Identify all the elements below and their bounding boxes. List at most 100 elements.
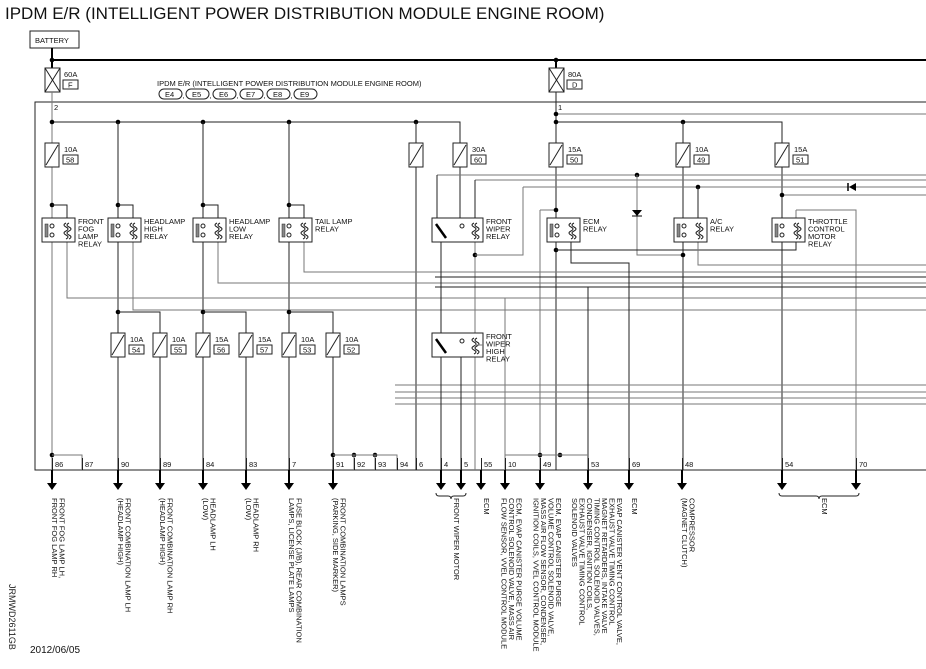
relay-coil-icon xyxy=(793,222,802,240)
relay-contact xyxy=(681,232,687,238)
fuse-rating: 60A xyxy=(64,70,77,79)
relay-contact xyxy=(681,223,687,229)
output-label-line: VOLUME CONTROL SOLENOID VALVE, xyxy=(546,498,555,636)
wire xyxy=(132,242,926,311)
relay-switch-icon xyxy=(110,223,115,238)
output-label-line: CONTROL SOLENOID VALVE, MASS AIR xyxy=(507,498,516,641)
junction-dot xyxy=(680,252,686,258)
relay-contact xyxy=(459,338,465,344)
terminal-number: 54 xyxy=(785,460,793,469)
diode-icon xyxy=(849,183,856,191)
relay-contact xyxy=(286,223,292,229)
terminal-number: 4 xyxy=(444,460,448,469)
fuse-element-icon xyxy=(239,334,253,356)
junction-dot xyxy=(779,192,785,198)
relay-contact xyxy=(779,223,785,229)
relay-coil-icon xyxy=(214,222,223,240)
fuse-id-box xyxy=(128,344,145,355)
output-label: ECM xyxy=(482,498,491,515)
fuse-id-box xyxy=(566,154,583,165)
fusible-link-icon xyxy=(548,67,565,93)
wire xyxy=(475,187,524,256)
relay-label: WIPER xyxy=(486,340,511,349)
arrow-down-icon xyxy=(456,483,466,490)
relay-coil-icon xyxy=(63,222,72,240)
terminal-number: 92 xyxy=(357,460,365,469)
terminal-number: 94 xyxy=(400,460,408,469)
relay-label: ECM xyxy=(583,217,600,226)
terminal-number: 53 xyxy=(591,460,599,469)
relay-label: HIGH xyxy=(486,347,505,356)
output-label: FRONT COMBINATION LAMPS(PARKING, SIDE MA… xyxy=(331,498,348,606)
arrow-down-icon xyxy=(47,483,57,490)
relay-label: RELAY xyxy=(808,240,832,249)
arrow-down-icon xyxy=(113,483,123,490)
fuse-rating: 10A xyxy=(172,335,185,344)
relay-label: RELAY xyxy=(486,355,510,364)
arrow-down-icon xyxy=(198,483,208,490)
output-label: ECM xyxy=(820,498,829,515)
fuse-element-icon xyxy=(111,334,125,356)
arrow-down-icon xyxy=(436,483,446,490)
output-label-line: MAGNET RETARDERS, INTAKE VALVE xyxy=(600,498,609,634)
fuse-id: 50 xyxy=(570,156,578,165)
fuse-id: 55 xyxy=(174,346,182,355)
relay-switch-icon xyxy=(434,338,448,354)
wire xyxy=(66,242,926,299)
pin-number: 1 xyxy=(558,103,562,112)
output-label-line: LAMPS, LICENSE PLATE LAMPS xyxy=(287,498,296,613)
relay-label: RELAY xyxy=(144,232,168,241)
output-label: HEADLAMP LH(LOW) xyxy=(201,498,218,551)
fuse-rating: 10A xyxy=(695,145,708,154)
fuse-id: 51 xyxy=(796,156,804,165)
relay-label: RELAY xyxy=(229,232,253,241)
date-stamp: 2012/06/05 xyxy=(30,645,81,656)
fuse-element-icon xyxy=(549,144,563,166)
output-label-line: FRONT FOG LAMP RH xyxy=(50,498,59,577)
output-label-line: ECM, EVAP CANISTER PURGE VOLUME xyxy=(515,498,524,641)
relay-switch-icon xyxy=(195,223,200,238)
connector-id: E7 xyxy=(246,90,255,99)
fuse-id: D xyxy=(572,81,578,90)
wire xyxy=(289,204,305,218)
output-label-line: ECM xyxy=(630,498,639,515)
separator: , xyxy=(237,91,239,100)
relay-switch-icon xyxy=(281,223,286,238)
fuse-id: 49 xyxy=(697,156,705,165)
junction-dot xyxy=(553,207,559,213)
wire xyxy=(203,204,219,218)
fuse-rating: 10A xyxy=(130,335,143,344)
fuse-rating: 80A xyxy=(568,70,581,79)
relay-switch-icon xyxy=(44,223,49,238)
separator: , xyxy=(291,91,293,100)
connector-badge xyxy=(293,88,318,100)
fuse-id-box xyxy=(170,344,187,355)
output-label: FUSE BLOCK (J/B), REAR COMBINATIONLAMPS,… xyxy=(287,498,304,643)
arrow-down-icon xyxy=(284,483,294,490)
arrow-down-icon xyxy=(476,483,486,490)
terminal-number: 6 xyxy=(419,460,423,469)
output-label: EVAP CANISTER VENT CONTROL VALVE,EXHAUST… xyxy=(570,498,624,645)
output-label: FRONT COMBINATION LAMP LH(HEADLAMP HIGH) xyxy=(116,498,133,612)
wire xyxy=(556,242,797,251)
relay-contact xyxy=(115,223,121,229)
relay-switch-icon xyxy=(549,223,554,238)
output-label-line: HEADLAMP LH xyxy=(208,498,217,551)
wire xyxy=(289,311,334,333)
junction-dot xyxy=(553,119,559,125)
diode-icon xyxy=(632,210,642,216)
terminal-number: 70 xyxy=(859,460,867,469)
relay-contact xyxy=(200,223,206,229)
output-label: FRONT WIPER MOTOR xyxy=(452,498,461,581)
fuse-element-icon xyxy=(409,144,423,166)
fuse-id: 54 xyxy=(132,346,140,355)
arrow-down-icon xyxy=(624,483,634,490)
fuse-id: 58 xyxy=(66,156,74,165)
pin-number: 2 xyxy=(54,103,58,112)
output-label-line: FRONT WIPER MOTOR xyxy=(452,498,461,581)
wire xyxy=(52,204,68,218)
fuse-element-icon xyxy=(453,144,467,166)
relay-contact xyxy=(459,223,465,229)
